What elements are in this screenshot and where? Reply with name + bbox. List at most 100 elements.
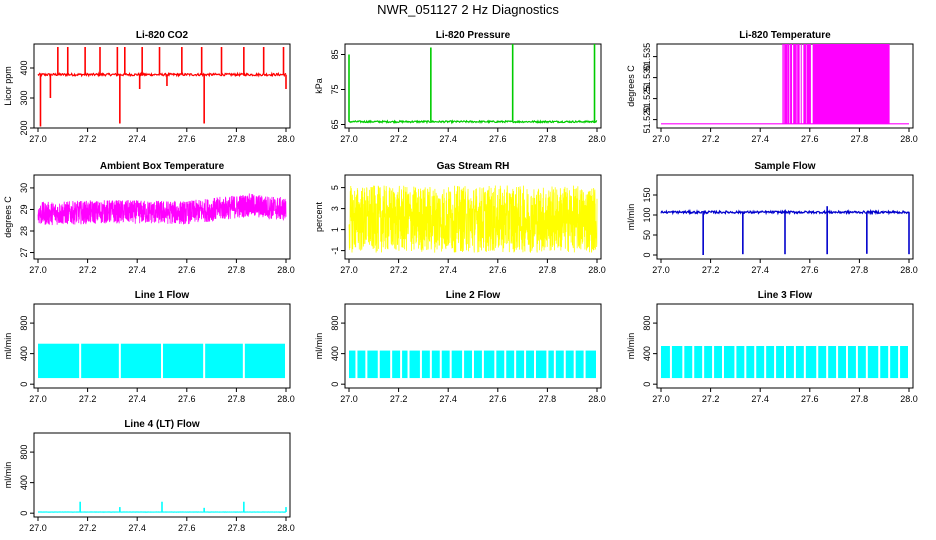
y-tick-label: 800 bbox=[19, 316, 29, 331]
x-tick-label: 27.4 bbox=[128, 265, 146, 275]
y-axis-label: ml/min bbox=[3, 333, 13, 360]
plot-frame bbox=[344, 43, 602, 129]
flow-band bbox=[828, 346, 837, 379]
flow-band bbox=[81, 343, 119, 379]
flow-band bbox=[402, 350, 408, 379]
panel-title: Sample Flow bbox=[754, 161, 815, 172]
y-axis-label: kPa bbox=[314, 78, 324, 94]
x-tick-label: 27.2 bbox=[702, 134, 720, 144]
x-tick-label: 28.0 bbox=[277, 134, 295, 144]
flow-band bbox=[349, 350, 356, 379]
flow-band bbox=[526, 350, 534, 379]
y-tick-label: 100 bbox=[642, 207, 652, 222]
x-tick-label: 28.0 bbox=[900, 265, 918, 275]
flow-band bbox=[565, 350, 574, 379]
flow-band bbox=[536, 350, 547, 379]
y-tick-label: 1 bbox=[330, 227, 340, 232]
panel-line2: Line 2 Flow 27.0 27.2 27.4 27.6 27.8 28.0 0 400 8… bbox=[314, 290, 606, 404]
x-tick-label: 27.2 bbox=[390, 134, 408, 144]
flow-band bbox=[496, 350, 505, 379]
panel-title: Line 2 Flow bbox=[446, 290, 501, 301]
data-layer bbox=[37, 47, 287, 127]
y-tick-label: 400 bbox=[330, 346, 340, 361]
series-line bbox=[348, 185, 598, 253]
data-layer bbox=[348, 44, 598, 125]
flow-band bbox=[409, 350, 420, 379]
data-layer bbox=[348, 185, 598, 253]
y-tick-label: 400 bbox=[19, 60, 29, 75]
series-line bbox=[37, 193, 287, 226]
panel-title: Ambient Box Temperature bbox=[100, 161, 225, 172]
x-tick-label: 27.6 bbox=[178, 265, 196, 275]
y-tick-label: 5 bbox=[330, 185, 340, 190]
x-tick-label: 27.8 bbox=[851, 134, 869, 144]
plot-frame bbox=[33, 43, 291, 129]
x-tick-label: 27.6 bbox=[178, 523, 196, 533]
flow-band bbox=[516, 350, 525, 379]
x-tick-label: 27.2 bbox=[79, 134, 97, 144]
flow-band bbox=[357, 350, 366, 379]
x-tick-label: 27.8 bbox=[228, 394, 246, 404]
x-tick-label: 27.4 bbox=[751, 265, 769, 275]
plot-frame bbox=[344, 174, 602, 260]
y-tick-label: 50 bbox=[642, 230, 652, 240]
data-layer bbox=[661, 346, 908, 379]
x-tick-label: 27.0 bbox=[29, 523, 47, 533]
y-tick-label: 400 bbox=[19, 346, 29, 361]
flow-band bbox=[548, 350, 554, 379]
panel-rh: Gas Stream RH 27.0 27.2 27.4 27.6 27.8 28.0 -1 1… bbox=[314, 161, 606, 275]
flow-band bbox=[818, 346, 827, 379]
data-layer bbox=[661, 44, 909, 125]
x-tick-label: 27.8 bbox=[228, 134, 246, 144]
y-tick-label: 29 bbox=[19, 204, 29, 214]
y-axis-label: ml/min bbox=[314, 333, 324, 360]
flow-band bbox=[379, 350, 391, 379]
x-tick-label: 27.8 bbox=[539, 134, 557, 144]
x-tick-label: 27.4 bbox=[439, 134, 457, 144]
x-tick-label: 27.6 bbox=[801, 265, 819, 275]
flow-band bbox=[474, 350, 482, 379]
x-tick-label: 27.8 bbox=[228, 265, 246, 275]
y-tick-label: 0 bbox=[19, 511, 29, 516]
flow-band bbox=[585, 350, 596, 379]
y-tick-label: 75 bbox=[330, 84, 340, 94]
panel-pressure: Li-820 Pressure 27.0 27.2 27.4 27.6 27.8 28.0 6… bbox=[314, 30, 606, 144]
panel-title: Line 4 (LT) Flow bbox=[124, 419, 200, 430]
y-tick-label: 0 bbox=[642, 252, 652, 257]
flow-band bbox=[244, 343, 285, 379]
y-axis-label: ml/min bbox=[3, 462, 13, 489]
x-tick-label: 27.6 bbox=[178, 134, 196, 144]
flow-band bbox=[163, 343, 204, 379]
x-tick-label: 27.0 bbox=[340, 265, 358, 275]
x-tick-label: 27.2 bbox=[390, 265, 408, 275]
flow-band bbox=[890, 346, 899, 379]
flow-band bbox=[848, 346, 856, 379]
panel-title: Line 1 Flow bbox=[135, 290, 190, 301]
x-tick-label: 27.4 bbox=[751, 394, 769, 404]
y-tick-label: 800 bbox=[642, 316, 652, 331]
panel-line1: Line 1 Flow 27.0 27.2 27.4 27.6 27.8 28.0 0 400 8… bbox=[3, 290, 295, 404]
plot-frame bbox=[656, 174, 914, 260]
y-axis-label: ml/min bbox=[626, 204, 636, 231]
plot-frame bbox=[33, 303, 291, 389]
x-tick-label: 28.0 bbox=[588, 134, 606, 144]
flow-band bbox=[38, 343, 80, 379]
flow-band bbox=[431, 350, 440, 379]
flow-band bbox=[205, 343, 243, 379]
x-tick-label: 27.6 bbox=[801, 134, 819, 144]
panel-sample: Sample Flow 27.0 27.2 27.4 27.6 27.8 28.0 0 50 10… bbox=[626, 161, 918, 275]
x-tick-label: 28.0 bbox=[277, 523, 295, 533]
x-tick-label: 27.0 bbox=[29, 134, 47, 144]
flow-band bbox=[756, 346, 765, 379]
x-tick-label: 28.0 bbox=[277, 394, 295, 404]
panel-temperature: Li-820 Temperature 27.0 27.2 27.4 27.6 27.8 28… bbox=[626, 30, 918, 144]
flow-band bbox=[671, 346, 683, 379]
flow-band bbox=[704, 346, 713, 379]
x-tick-label: 27.4 bbox=[128, 394, 146, 404]
x-tick-label: 27.2 bbox=[79, 394, 97, 404]
y-tick-label: 200 bbox=[19, 120, 29, 135]
y-axis-label: percent bbox=[314, 201, 324, 232]
x-tick-label: 27.6 bbox=[489, 394, 507, 404]
flow-band bbox=[867, 346, 879, 379]
x-tick-label: 27.4 bbox=[128, 134, 146, 144]
